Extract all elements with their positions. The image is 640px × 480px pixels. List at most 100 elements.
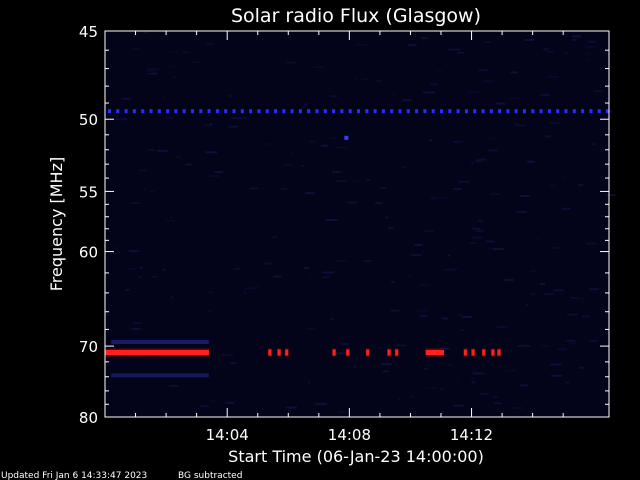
dotted-line-point xyxy=(224,109,228,114)
noise-pixel xyxy=(475,229,485,232)
dotted-line-point xyxy=(116,109,120,114)
faint-band xyxy=(111,373,209,378)
noise-pixel xyxy=(109,114,116,117)
noise-pixel xyxy=(496,325,508,328)
dotted-line-point xyxy=(132,109,136,114)
noise-pixel xyxy=(496,102,506,105)
spike xyxy=(395,349,399,356)
dotted-line-point xyxy=(597,109,601,114)
noise-pixel xyxy=(469,242,477,244)
x-tick-label: 14:08 xyxy=(328,426,371,444)
noise-pixel xyxy=(398,398,401,401)
noise-pixel xyxy=(231,117,240,120)
noise-pixel xyxy=(493,248,504,250)
noise-pixel xyxy=(418,284,431,286)
noise-pixel xyxy=(550,363,562,366)
noise-pixel xyxy=(356,43,368,46)
noise-pixel xyxy=(472,369,478,372)
noise-pixel xyxy=(204,124,212,127)
noise-pixel xyxy=(115,118,128,121)
noise-pixel xyxy=(453,267,459,270)
noise-pixel xyxy=(392,93,396,96)
dotted-line-point xyxy=(606,109,609,114)
dotted-line-point xyxy=(282,109,286,114)
noise-pixel xyxy=(121,97,132,100)
noise-pixel xyxy=(582,301,586,304)
noise-pixel xyxy=(206,43,214,46)
noise-pixel xyxy=(539,283,545,285)
noise-pixel xyxy=(313,152,316,155)
dotted-line-point xyxy=(357,109,360,114)
noise-pixel xyxy=(322,271,335,274)
noise-pixel xyxy=(571,38,577,41)
noise-pixel xyxy=(505,369,516,372)
noise-pixel xyxy=(445,108,449,111)
noise-pixel xyxy=(529,270,537,272)
noise-pixel xyxy=(251,286,260,289)
noise-pixel xyxy=(467,90,480,93)
noise-pixel xyxy=(543,292,555,295)
noise-pixel xyxy=(534,238,540,241)
dotted-line-point xyxy=(514,109,518,114)
dotted-line-point xyxy=(166,109,170,114)
noise-pixel xyxy=(448,48,461,51)
noise-pixel xyxy=(138,276,142,279)
noise-pixel xyxy=(230,362,236,364)
dotted-line-point xyxy=(365,109,369,114)
noise-pixel xyxy=(249,187,259,190)
dotted-line-point xyxy=(406,109,410,114)
noise-pixel xyxy=(190,61,200,64)
noise-pixel xyxy=(307,327,315,330)
dotted-line-point xyxy=(124,109,128,114)
dotted-line-point xyxy=(290,109,294,114)
noise-pixel xyxy=(338,411,347,414)
y-tick-label: 70 xyxy=(79,338,98,356)
noise-pixel xyxy=(320,144,329,147)
noise-pixel xyxy=(149,190,155,192)
noise-pixel xyxy=(336,146,348,149)
noise-pixel xyxy=(305,192,316,195)
noise-pixel xyxy=(239,117,247,119)
noise-pixel xyxy=(439,387,444,390)
noise-pixel xyxy=(453,141,459,144)
noise-pixel xyxy=(488,247,496,250)
noise-pixel xyxy=(105,81,108,84)
noise-pixel xyxy=(176,155,181,158)
noise-pixel xyxy=(347,201,357,204)
noise-pixel xyxy=(509,97,519,100)
spike xyxy=(277,349,281,356)
noise-pixel xyxy=(483,41,491,43)
dotted-line-point xyxy=(489,109,493,114)
noise-pixel xyxy=(388,226,394,229)
noise-pixel xyxy=(478,219,483,222)
noise-pixel xyxy=(228,125,238,128)
noise-pixel xyxy=(456,51,464,54)
noise-pixel xyxy=(206,291,214,294)
noise-pixel xyxy=(214,171,224,173)
noise-pixel xyxy=(400,166,407,169)
spike xyxy=(491,349,495,356)
noise-pixel xyxy=(164,219,176,222)
noise-pixel xyxy=(420,37,429,40)
noise-pixel xyxy=(265,142,271,145)
noise-pixel xyxy=(382,370,389,373)
dotted-line-point xyxy=(498,109,502,114)
noise-pixel xyxy=(378,347,383,350)
noise-pixel xyxy=(478,69,489,72)
y-tick-label: 80 xyxy=(79,409,98,427)
x-axis-ticks: 14:04 14:08 14:12 xyxy=(135,31,564,444)
dotted-line-point xyxy=(440,109,443,114)
noise-pixel xyxy=(112,247,120,250)
noise-pixel xyxy=(147,68,159,71)
noise-pixel xyxy=(416,309,428,312)
dotted-line-point xyxy=(323,109,327,114)
noise-pixel xyxy=(285,406,298,409)
dotted-line-point xyxy=(423,109,427,114)
noise-pixel xyxy=(549,184,556,187)
noise-pixel xyxy=(428,139,433,142)
dotted-line-point xyxy=(340,109,344,114)
noise-pixel xyxy=(165,116,174,119)
noise-pixel xyxy=(543,48,549,51)
noise-pixel xyxy=(301,165,305,168)
noise-pixel xyxy=(285,61,297,64)
